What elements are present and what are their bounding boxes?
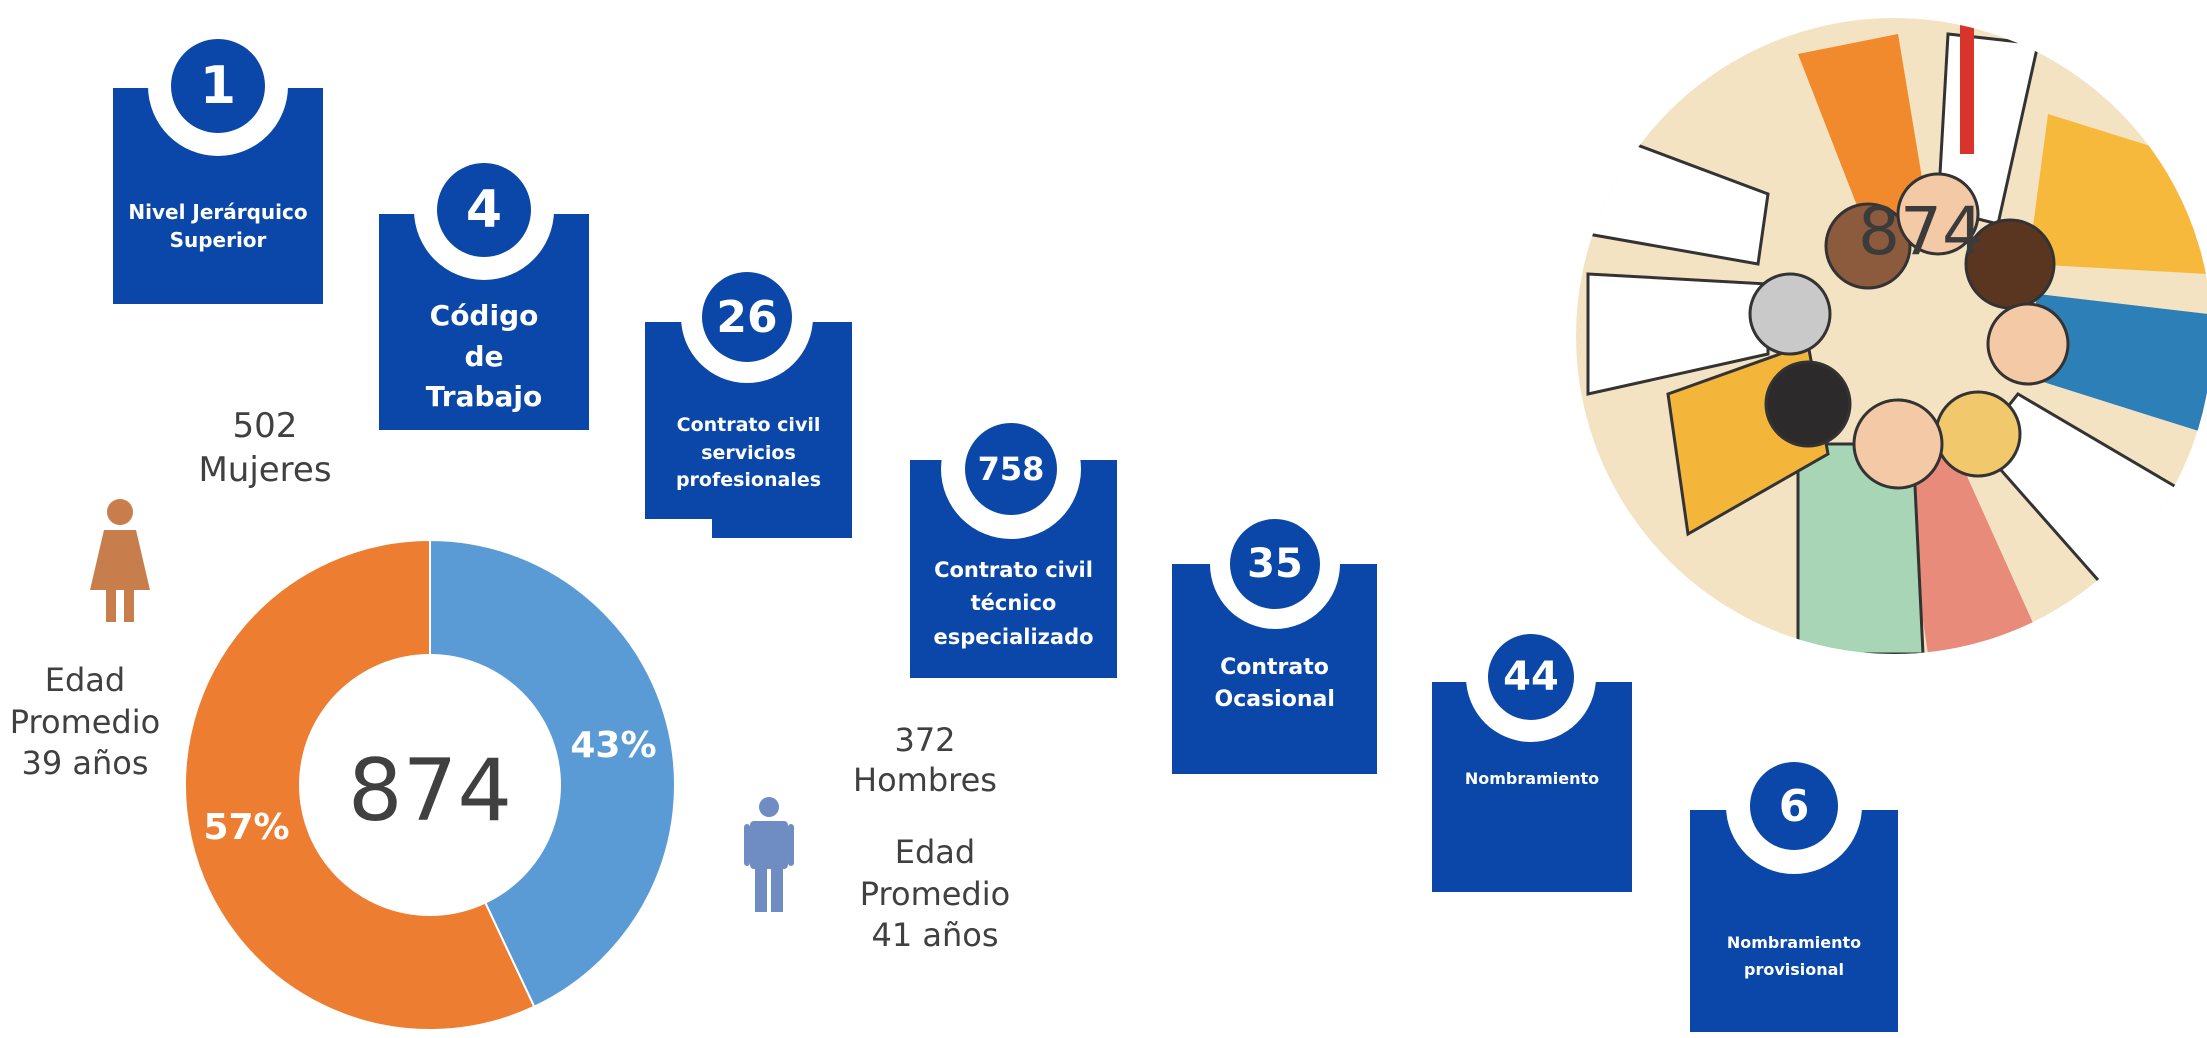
men-count: 372 [894,721,956,759]
contract-number: 35 [1230,519,1320,609]
women-count: 502 [232,406,298,446]
contract-number: 44 [1488,634,1574,720]
contract-notch: 26 [681,251,813,383]
contract-label: Nombramiento [1464,769,1600,789]
contract-notch: 1 [148,16,288,156]
contract-card-tab [712,500,852,538]
contract-label: Contrato civil técnico especializado [933,557,1094,649]
men-average-age: Edad Promedio 41 años [859,833,1011,955]
contract-label: Código de Trabajo [425,299,543,414]
women-average-age: Edad Promedio 39 años [9,661,161,783]
contract-label: Nivel Jerárquico Superior [128,200,308,252]
contract-number: 1 [171,39,265,133]
donut-center-label: 874 [348,741,512,841]
contract-label: Contrato Ocasional [1214,655,1335,712]
gender-donut-chart: 874 57% 43% [184,538,676,1031]
contract-notch: 758 [941,399,1081,539]
photo-total-label: 874 [1858,193,1984,270]
men-label: Hombres [853,761,997,799]
contract-notch: 6 [1726,738,1862,874]
contract-label: Contrato civil servicios profesionales [675,414,822,492]
woman-icon [90,499,150,622]
donut-data-label-hombres: 43% [570,725,656,766]
contract-number: 26 [702,272,792,362]
contract-notch: 44 [1466,612,1596,742]
group-of-people-photo: 874 [1576,18,2207,654]
contract-notch: 4 [414,140,554,280]
contract-number: 6 [1750,762,1838,850]
women-label: Mujeres [198,450,332,490]
contract-notch: 35 [1210,499,1340,629]
man-icon [744,797,794,912]
donut-data-label-mujeres: 57% [203,807,289,848]
contract-number: 4 [437,163,531,257]
contract-number: 758 [965,423,1057,515]
contract-label: Nombramiento provisional [1726,932,1862,979]
